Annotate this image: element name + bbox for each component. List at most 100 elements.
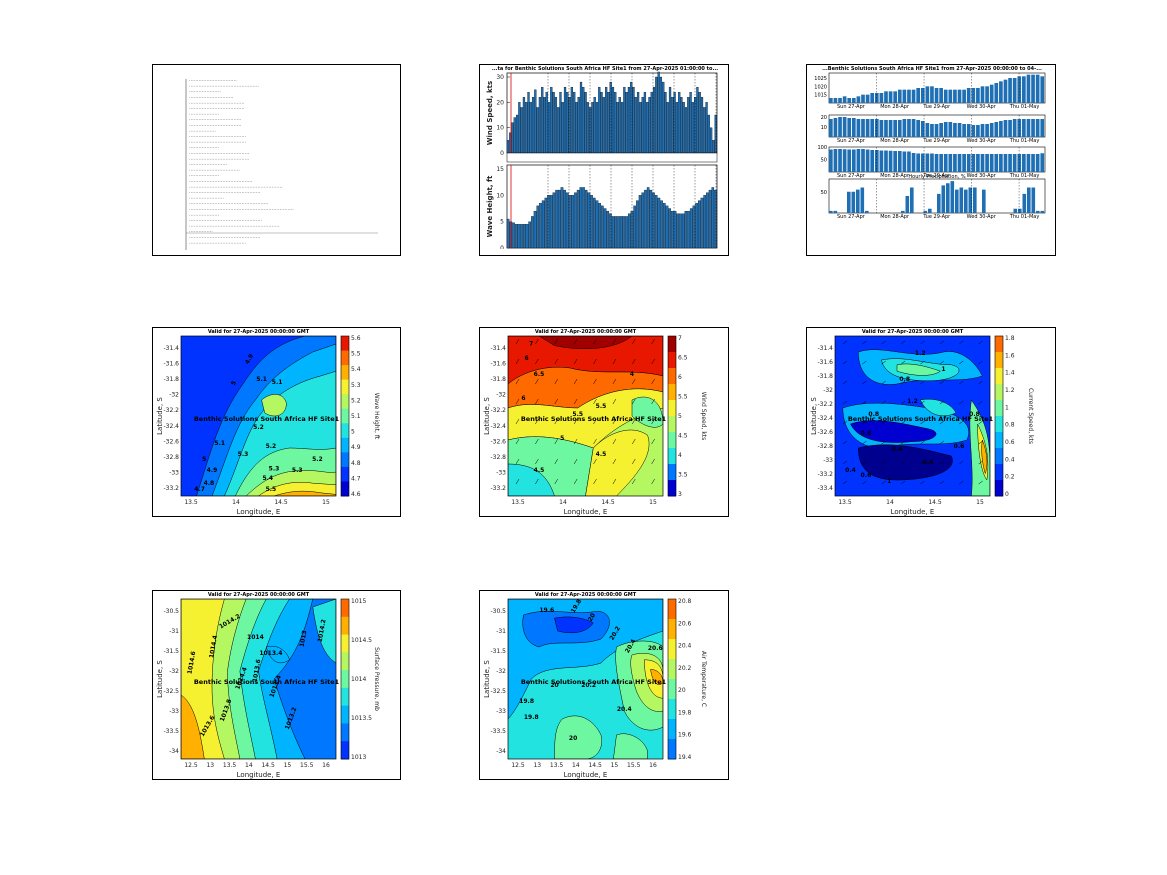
- humidity-bar: [994, 154, 999, 172]
- surface-pressure-map-colorbar-tick: 1014: [351, 676, 366, 683]
- wave-bar: [628, 213, 631, 249]
- pressure-bar: [847, 98, 852, 103]
- current-speed-map-vector: [920, 460, 925, 465]
- current-speed-map-vector: [959, 440, 964, 445]
- wave-height-map-colorbar-tick: 4.9: [351, 444, 361, 451]
- air-temperature-map-xtick: 16: [649, 762, 657, 769]
- text-line: ........................................…: [189, 200, 269, 206]
- humidity-date-tick: Mon 28-Apr: [880, 173, 910, 179]
- pressure-bar: [861, 94, 865, 103]
- pressure-bar: [851, 98, 856, 103]
- wind-bar: [662, 81, 665, 154]
- current-speed-map-vector: [959, 480, 964, 485]
- wind-speed-map-colorbar-swatch: [668, 368, 676, 385]
- wind-speed-map-colorbar-swatch: [668, 416, 676, 433]
- wind-speed-map-vector: [554, 358, 558, 365]
- wave-bar: [622, 216, 626, 249]
- surface-pressure-map-ytick: -34: [169, 748, 179, 755]
- wind-speed-map-ytick: -32.6: [490, 438, 506, 445]
- precipitation-date-tick: Wed 30-Apr: [967, 214, 997, 220]
- wind-speed-map-vector: [554, 418, 558, 425]
- wave-bar: [593, 197, 596, 249]
- wave-bar: [595, 200, 599, 249]
- wave-bar: [706, 192, 709, 249]
- wave-ylabel: Wave Height, ft: [486, 175, 494, 237]
- wind-bar: [570, 86, 574, 154]
- wave-height-map-xtick: 13.5: [184, 499, 198, 506]
- humidity-bar: [957, 154, 962, 172]
- surface-pressure-map-xtick: 14: [245, 762, 253, 769]
- wave-bar: [711, 187, 715, 249]
- wind-bar: [607, 92, 610, 154]
- current-speed-map-title: Valid for 27-Apr-2025 00:00:00 GMT: [862, 329, 964, 335]
- wind-speed-map-colorbar-tick: 5.5: [678, 394, 688, 401]
- humidity-bar: [971, 154, 976, 172]
- text-line: ......................: [189, 195, 224, 201]
- wave-bar: [684, 210, 688, 249]
- humidity-bar: [1008, 154, 1012, 172]
- humidity-bar: [907, 151, 911, 172]
- precipitation-bar: [1031, 187, 1036, 213]
- wind-speed-map-field: 7 6.5 6 5.5 5 4.5 4 5.5 4.5 6: [508, 336, 663, 496]
- wind-speed-map-colorbar-swatch: [668, 464, 676, 481]
- wave-bar: [668, 208, 671, 249]
- pressure-bar: [976, 88, 980, 103]
- wave-bar: [601, 205, 604, 249]
- wave-bar: [671, 210, 674, 249]
- wave-bar: [657, 197, 661, 249]
- current-speed-map-vector: [862, 480, 867, 485]
- wave-height-map-colorbar-swatch: [341, 437, 349, 453]
- current-speed-map-vector: [920, 400, 925, 405]
- temperature-date-tick: Wed 30-Apr: [967, 138, 997, 144]
- pressure-bar: [1003, 79, 1008, 103]
- humidity-bar: [976, 154, 980, 172]
- humidity-bar: [939, 154, 943, 172]
- wind-speed-map-contour-label: 5.5: [572, 411, 583, 418]
- air-temperature-map-contour-band: [613, 733, 648, 759]
- temperature-bar: [1008, 120, 1012, 137]
- current-speed-map-vector: [862, 420, 867, 425]
- wave-height-map-panel: Valid for 27-Apr-2025 00:00:00 GMT 4.9 5 5.…: [152, 327, 401, 517]
- text-line: ...................: [189, 111, 220, 117]
- precipitation-bar: [851, 191, 856, 213]
- current-speed-map-vector: [862, 400, 867, 405]
- surface-pressure-map-colorbar-swatch: [341, 616, 349, 636]
- wave-bar: [673, 210, 677, 249]
- wind-bar: [557, 107, 560, 154]
- temperature-bar: [920, 121, 925, 137]
- current-speed-map-colorbar-label: Current Speed, kts: [1027, 388, 1034, 444]
- surface-pressure-map-colorbar-tick: 1013.5: [351, 715, 372, 722]
- surface-pressure-map-ytick: -31.5: [163, 648, 179, 655]
- wind-bar: [634, 97, 637, 154]
- temperature-bar: [1012, 119, 1017, 137]
- temperature-bar: [966, 124, 971, 137]
- pressure-date-tick: Sun 27-Apr: [837, 104, 866, 110]
- wave-bar: [681, 213, 685, 249]
- surface-pressure-map-xtick: 13: [206, 762, 214, 769]
- humidity-bar: [916, 153, 920, 172]
- wave-bar: [514, 224, 518, 249]
- current-speed-map-vector: [920, 440, 925, 445]
- text-line: ...................................: [189, 105, 245, 111]
- current-speed-map-colorbar-swatch: [995, 480, 1003, 497]
- current-speed-map-ytick: -31.6: [817, 359, 833, 366]
- current-speed-map-colorbar-tick: 0.6: [1005, 439, 1015, 446]
- air-temperature-map-contour-label: 20.4: [617, 706, 632, 713]
- temperature-bar: [934, 124, 939, 137]
- wave-height-map-ytick: -32: [169, 392, 179, 399]
- surface-pressure-map-colorbar-swatch: [341, 705, 349, 724]
- humidity-bar: [1040, 153, 1045, 172]
- precipitation-bar: [941, 185, 946, 213]
- pressure-ytick: 1020: [814, 84, 827, 90]
- wind-bar: [550, 86, 553, 154]
- current-speed-map-contour-label: 1: [887, 478, 891, 485]
- humidity-bar: [920, 153, 925, 172]
- wave-bar: [574, 192, 577, 249]
- current-speed-map-ytick: -31.4: [817, 345, 833, 352]
- wind-bar: [664, 92, 667, 154]
- air-temperature-map-colorbar-swatch: [668, 619, 676, 640]
- air-temperature-map-xtick: 15: [611, 762, 619, 769]
- current-speed-map-colorbar-swatch: [995, 464, 1003, 481]
- temperature-bar: [911, 119, 916, 137]
- pressure-bar: [966, 88, 971, 103]
